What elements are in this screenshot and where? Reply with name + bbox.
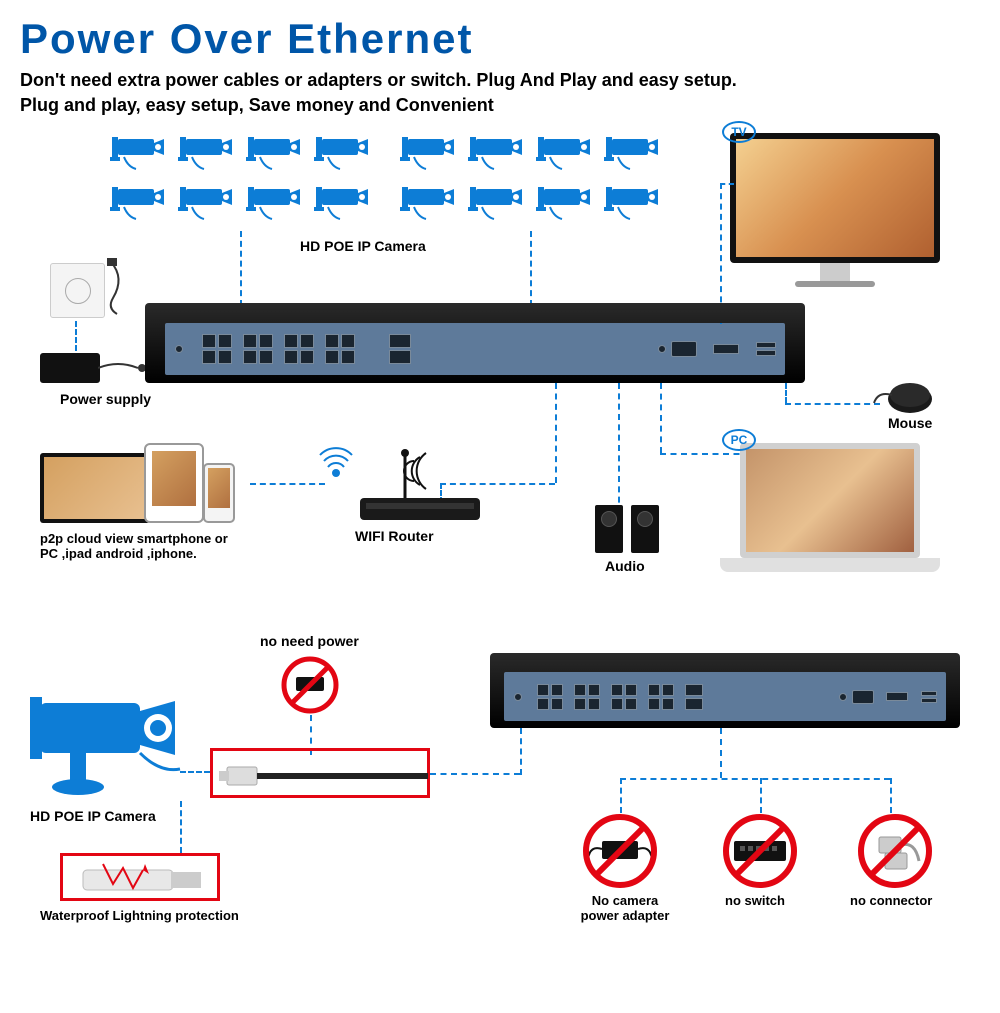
page-subtitle: Don't need extra power cables or adapter… <box>0 68 1000 133</box>
ethernet-cable-box <box>210 748 430 798</box>
label-power-supply: Power supply <box>60 391 151 407</box>
subtitle-line-1: Don't need extra power cables or adapter… <box>20 68 980 93</box>
line-to-mouse-h <box>785 403 880 405</box>
label-audio: Audio <box>605 558 645 574</box>
line-to-audio <box>618 383 620 513</box>
line-to-pc <box>660 383 662 453</box>
line-cam-left <box>240 231 242 306</box>
nvr-secondary-face <box>504 672 946 721</box>
pc-laptop: PC <box>740 443 940 572</box>
line-to-tv2 <box>720 323 722 324</box>
label-wifi-router: WIFI Router <box>355 528 434 544</box>
line-to-proh3 <box>890 778 892 813</box>
wifi-router <box>310 443 490 538</box>
label-no-adapter: No camera power adapter <box>575 893 675 923</box>
page-title: Power Over Ethernet <box>0 0 1000 68</box>
label-hd-poe-camera-top: HD POE IP Camera <box>300 238 426 254</box>
prohibit-adapter-icon <box>580 811 660 891</box>
subtitle-line-2: Plug and play, easy setup, Save money an… <box>20 93 980 118</box>
label-waterproof: Waterproof Lightning protection <box>40 908 239 923</box>
speaker-left-icon <box>595 505 623 553</box>
line-to-pc-h <box>660 453 750 455</box>
prohibit-power-icon <box>280 655 340 715</box>
nvr-secondary <box>490 653 960 728</box>
line-cable-to-nvr2-v <box>520 728 522 775</box>
line-to-router <box>555 383 557 483</box>
line-tv-h <box>720 183 734 185</box>
label-no-switch: no switch <box>725 893 785 908</box>
camera-grid-svg <box>110 133 670 233</box>
tv-monitor: TV <box>730 133 940 287</box>
label-mouse: Mouse <box>888 415 932 431</box>
line-nvr2-down <box>720 728 722 778</box>
line-nvr2-h <box>620 778 890 780</box>
diagram-canvas: HD POE IP Camera TV Power supply <box>0 133 1000 1013</box>
nvr-main <box>145 303 805 383</box>
waterproof-box <box>60 853 220 901</box>
label-no-connector: no connector <box>850 893 932 908</box>
label-p2p: p2p cloud view smartphone or PC ,ipad an… <box>40 531 240 561</box>
line-tv <box>720 183 722 323</box>
line-cam-right <box>530 231 532 306</box>
line-power <box>75 321 77 351</box>
power-cord-icon <box>105 258 135 318</box>
p2p-devices <box>40 443 235 523</box>
nvr-face <box>165 323 785 375</box>
line-to-proh2 <box>760 778 762 813</box>
speaker-right-icon <box>631 505 659 553</box>
line-router-to-p2p <box>250 483 325 485</box>
label-no-need-power: no need power <box>260 633 359 649</box>
big-poe-camera <box>30 683 200 808</box>
power-adapter-icon <box>40 353 100 383</box>
power-outlet-icon <box>50 263 105 318</box>
line-cable-to-nvr2-h <box>430 773 520 775</box>
line-cam-to-cable <box>180 771 210 773</box>
camera-grid <box>110 133 670 238</box>
audio-speakers <box>595 505 659 553</box>
line-waterproof <box>180 801 182 853</box>
adapter-cable <box>98 358 148 378</box>
line-to-mouse <box>785 383 787 403</box>
label-hd-poe-camera-bottom: HD POE IP Camera <box>30 808 156 824</box>
line-to-proh1 <box>620 778 622 813</box>
prohibit-switch-icon <box>720 811 800 891</box>
prohibit-connector-icon <box>855 811 935 891</box>
